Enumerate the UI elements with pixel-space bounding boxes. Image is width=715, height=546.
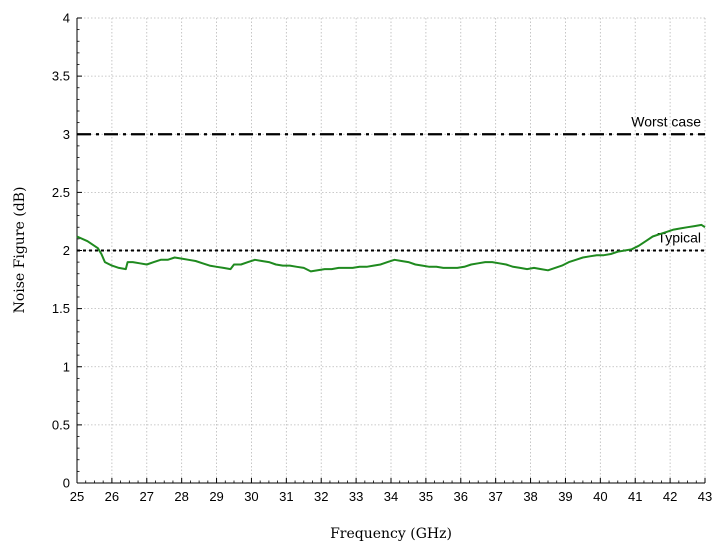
y-axis-title: Noise Figure (dB) <box>12 187 28 314</box>
y-tick-label: 4 <box>63 11 70 26</box>
x-tick-label: 26 <box>105 489 119 504</box>
y-tick-label: 0.5 <box>52 417 70 432</box>
reference-lines: Worst case Typical <box>77 113 705 252</box>
y-tick-label: 1 <box>63 359 70 374</box>
x-tick-label: 34 <box>384 489 398 504</box>
x-tick-label: 43 <box>698 489 712 504</box>
series-layer <box>76 223 706 273</box>
x-tick-label: 33 <box>349 489 363 504</box>
y-tick-label: 3 <box>63 127 70 142</box>
x-tick-label: 25 <box>70 489 84 504</box>
x-tick-label: 36 <box>454 489 468 504</box>
x-tick-label: 27 <box>140 489 154 504</box>
y-tick-label: 2 <box>63 243 70 258</box>
axes: 25 26 27 28 29 30 31 32 33 34 35 36 37 38 39 40 41 42 4300… <box>52 11 712 505</box>
noise-figure-series-line <box>76 223 706 273</box>
x-tick-label: 32 <box>314 489 328 504</box>
y-tick-label: 1.5 <box>52 301 70 316</box>
x-tick-label: 29 <box>209 489 223 504</box>
y-tick-label: 0 <box>63 476 70 491</box>
reference-label: Typical <box>657 230 701 246</box>
y-tick-label: 2.5 <box>52 185 70 200</box>
x-tick-label: 41 <box>628 489 642 504</box>
x-tick-label: 38 <box>523 489 537 504</box>
x-tick-label: 42 <box>663 489 677 504</box>
x-tick-label: 30 <box>244 489 258 504</box>
x-tick-label: 39 <box>558 489 572 504</box>
x-tick-label: 35 <box>419 489 433 504</box>
x-tick-label: 31 <box>279 489 293 504</box>
x-tick-label: 37 <box>488 489 502 504</box>
y-tick-label: 3.5 <box>52 69 70 84</box>
x-tick-label: 40 <box>593 489 607 504</box>
x-tick-label: 28 <box>174 489 188 504</box>
reference-label: Worst case <box>631 113 701 129</box>
x-axis-title: Frequency (GHz) <box>330 526 452 542</box>
